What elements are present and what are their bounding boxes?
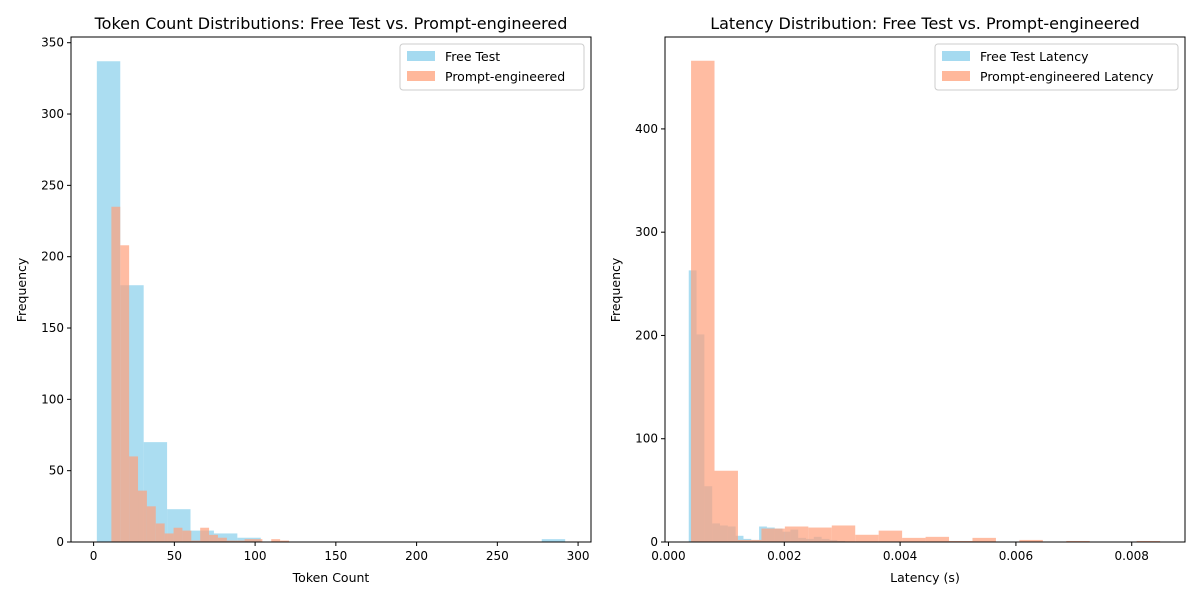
latency-bar-prompt-1 <box>714 470 738 542</box>
latency-bar-prompt-0 <box>691 60 715 542</box>
token-x-tick-label: 100 <box>244 549 267 563</box>
latency-legend-label-free: Free Test Latency <box>980 49 1089 64</box>
latency-y-tick-label: 0 <box>650 535 658 549</box>
latency-bar-prompt-7 <box>855 534 879 542</box>
token-bar-prompt-4 <box>146 506 156 542</box>
token-bar-prompt-3 <box>138 490 147 542</box>
latency-legend-box <box>934 43 1179 91</box>
token-y-tick-label: 150 <box>41 321 64 335</box>
token-bar-prompt-14 <box>235 540 245 542</box>
latency-bar-prompt-5 <box>808 527 832 542</box>
latency-bar-free-6 <box>735 535 744 542</box>
token-x-axis-label: Token Count <box>292 570 370 585</box>
latency-bar-prompt-12 <box>972 537 996 542</box>
token-chart-title: Token Count Distributions: Free Test vs.… <box>94 14 568 33</box>
latency-x-tick-label: 0.008 <box>1115 549 1149 563</box>
chart-latency: 0.000 0.002 0.004 0.006 0.008 0 100 200 300 400 L… <box>608 14 1186 585</box>
token-bar-prompt-2 <box>129 456 139 542</box>
token-x-tick-label: 50 <box>167 549 182 563</box>
chart-token-count: 0 50 100 150 200 250 300050100150200250300350 … <box>14 14 592 585</box>
token-bar-prompt-19 <box>280 540 290 542</box>
latency-axes-frame <box>664 36 1186 543</box>
token-y-tick-label: 250 <box>41 178 64 192</box>
token-x-tick-label: 250 <box>486 549 509 563</box>
latency-y-tick-label: 300 <box>635 225 658 239</box>
latency-bar-prompt-4 <box>784 526 809 542</box>
token-legend-swatch-free <box>407 51 435 61</box>
token-bar-prompt-13 <box>226 540 236 542</box>
token-bar-prompt-15 <box>244 539 254 542</box>
latency-x-tick-label: 0.006 <box>999 549 1033 563</box>
token-bars <box>96 61 566 542</box>
token-bar-prompt-6 <box>164 533 174 542</box>
token-x-tick-label: 300 <box>567 549 590 563</box>
token-legend-label-prompt: Prompt-engineered <box>445 69 565 84</box>
latency-legend-label-prompt: Prompt-engineered Latency <box>980 69 1154 84</box>
latency-bar-prompt-8 <box>878 530 903 542</box>
token-legend: Free Test Prompt-engineered <box>399 43 585 91</box>
token-y-tick-label: 350 <box>41 36 64 50</box>
token-y-tick-label: 100 <box>41 392 64 406</box>
latency-bar-prompt-16 <box>1066 540 1090 542</box>
latency-y-tick-label: 100 <box>635 432 658 446</box>
token-bar-prompt-16 <box>253 539 263 542</box>
latency-y-axis-label: Frequency <box>608 257 623 322</box>
token-legend-box <box>399 43 585 91</box>
token-bar-prompt-1 <box>120 245 130 542</box>
token-bar-prompt-8 <box>182 530 192 542</box>
latency-ticks: 0.000 0.002 0.004 0.006 0.008 0 100 200 300 400 <box>635 122 1149 563</box>
latency-bar-prompt-11 <box>949 540 973 542</box>
latency-bars <box>688 60 1161 542</box>
token-bar-prompt-9 <box>191 540 201 542</box>
token-bar-prompt-0 <box>111 206 121 542</box>
latency-bar-prompt-19 <box>1136 540 1161 542</box>
latency-y-tick-label: 200 <box>635 328 658 342</box>
latency-bar-prompt-6 <box>831 525 856 542</box>
latency-legend-swatch-prompt <box>942 71 970 81</box>
token-bar-prompt-18 <box>271 539 281 542</box>
latency-x-tick-label: 0.000 <box>651 549 685 563</box>
token-y-tick-label: 0 <box>56 535 64 549</box>
latency-y-tick-label: 400 <box>635 122 658 136</box>
token-x-tick-label: 200 <box>405 549 428 563</box>
token-bar-prompt-7 <box>173 527 183 542</box>
token-bar-prompt-12 <box>217 537 227 542</box>
latency-x-tick-label: 0.002 <box>767 549 801 563</box>
latency-bar-prompt-10 <box>925 536 950 542</box>
token-y-axis-label: Frequency <box>14 257 29 322</box>
latency-bar-prompt-14 <box>1019 539 1043 542</box>
token-x-tick-label: 150 <box>324 549 347 563</box>
token-bar-prompt-5 <box>155 523 165 542</box>
token-bar-prompt-11 <box>209 534 218 542</box>
token-legend-swatch-prompt <box>407 71 435 81</box>
token-y-tick-label: 50 <box>49 464 64 478</box>
latency-chart-title: Latency Distribution: Free Test vs. Prom… <box>710 14 1140 33</box>
token-bar-prompt-10 <box>200 527 210 542</box>
latency-legend: Free Test Latency Prompt-engineered Late… <box>934 43 1179 91</box>
token-x-tick-label: 0 <box>90 549 98 563</box>
token-y-tick-label: 200 <box>41 250 64 264</box>
token-ticks: 0 50 100 150 200 250 300 0 50 100 150 200 250 300 350 <box>41 36 589 563</box>
token-legend-label-free: Free Test <box>445 49 500 64</box>
latency-bar-prompt-2 <box>737 539 762 542</box>
token-y-tick-label: 300 <box>41 107 64 121</box>
latency-bar-prompt-9 <box>902 537 926 542</box>
latency-x-tick-label: 0.004 <box>883 549 917 563</box>
token-bar-free-19 <box>541 539 566 542</box>
latency-legend-swatch-free <box>942 51 970 61</box>
latency-bar-prompt-3 <box>761 528 785 542</box>
token-axes-frame <box>70 36 592 543</box>
latency-x-axis-label: Latency (s) <box>890 570 960 585</box>
